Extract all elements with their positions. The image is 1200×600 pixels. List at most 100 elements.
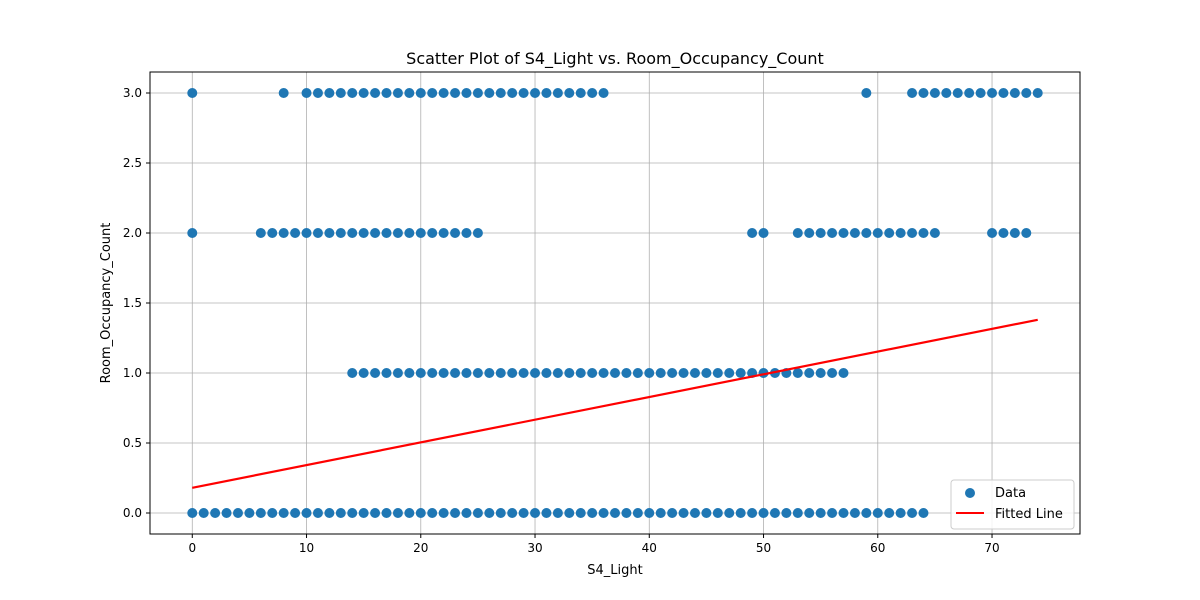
data-point — [564, 88, 575, 98]
data-point — [689, 508, 700, 518]
data-point — [358, 508, 369, 518]
data-point — [941, 88, 952, 98]
data-point — [427, 88, 438, 98]
data-point — [450, 88, 461, 98]
data-point — [815, 228, 826, 238]
y-tick-label: 1.0 — [123, 366, 142, 380]
data-point — [381, 508, 392, 518]
x-tick-label: 10 — [299, 541, 314, 555]
data-point — [461, 228, 472, 238]
data-point — [781, 508, 792, 518]
data-point — [792, 508, 803, 518]
data-point — [278, 228, 289, 238]
data-point — [678, 368, 689, 378]
data-point — [644, 508, 655, 518]
data-point — [187, 88, 198, 98]
data-point — [210, 508, 221, 518]
data-point — [221, 508, 232, 518]
data-point — [769, 508, 780, 518]
data-point — [267, 508, 278, 518]
data-point — [621, 508, 632, 518]
data-point — [610, 368, 620, 378]
data-point — [404, 368, 415, 378]
data-point — [347, 88, 358, 98]
data-point — [255, 508, 266, 518]
data-point — [461, 508, 472, 518]
data-point — [587, 368, 598, 378]
data-point — [907, 88, 918, 98]
data-point — [1009, 228, 1020, 238]
data-point — [541, 88, 552, 98]
data-point — [964, 88, 975, 98]
data-point — [438, 368, 449, 378]
data-point — [552, 88, 563, 98]
data-point — [530, 508, 541, 518]
data-point — [381, 228, 392, 238]
data-point — [838, 508, 849, 518]
data-point — [427, 508, 438, 518]
data-point — [712, 368, 723, 378]
data-point — [987, 88, 998, 98]
data-point — [884, 228, 895, 238]
data-point — [495, 88, 506, 98]
data-point — [278, 508, 289, 518]
x-tick-label: 40 — [642, 541, 657, 555]
y-axis-ticks: 0.0 0.5 1.0 1.5 2.0 2.5 3.0 — [123, 86, 150, 520]
data-point — [450, 228, 461, 238]
x-tick-label: 50 — [756, 541, 771, 555]
data-point — [370, 228, 381, 238]
data-point — [827, 508, 838, 518]
x-tick-label: 30 — [527, 541, 542, 555]
data-point — [610, 508, 620, 518]
data-point — [255, 228, 266, 238]
data-point — [575, 88, 586, 98]
data-point — [655, 368, 666, 378]
data-point — [461, 368, 472, 378]
data-point — [358, 228, 369, 238]
data-point — [792, 228, 803, 238]
data-point — [312, 88, 323, 98]
data-point — [838, 228, 849, 238]
data-point — [735, 368, 746, 378]
data-point — [358, 368, 369, 378]
data-point — [347, 508, 358, 518]
x-tick-label: 70 — [984, 541, 999, 555]
grid — [150, 72, 1080, 534]
data-point — [929, 228, 940, 238]
legend-data-label: Data — [995, 486, 1026, 501]
data-point — [895, 508, 906, 518]
x-axis-ticks: 0 10 20 30 40 50 60 70 — [188, 534, 1000, 555]
data-point — [747, 508, 758, 518]
data-point — [884, 508, 895, 518]
data-point — [644, 368, 655, 378]
data-point — [244, 508, 255, 518]
data-point — [804, 228, 815, 238]
data-point — [758, 228, 769, 238]
legend-fit-label: Fitted Line — [995, 507, 1063, 522]
data-point — [701, 508, 712, 518]
data-point — [370, 508, 381, 518]
data-point — [541, 508, 552, 518]
data-point — [438, 88, 449, 98]
data-point — [415, 368, 426, 378]
data-point — [918, 228, 929, 238]
data-point — [415, 88, 426, 98]
data-point — [358, 88, 369, 98]
data-point — [655, 508, 666, 518]
data-point — [861, 508, 872, 518]
data-point — [632, 508, 643, 518]
data-point — [472, 228, 483, 238]
data-point — [998, 88, 1009, 98]
data-point — [335, 228, 346, 238]
data-point — [1021, 88, 1032, 98]
y-tick-label: 0.5 — [123, 436, 142, 450]
data-point — [564, 508, 575, 518]
data-point — [861, 88, 872, 98]
data-point — [724, 508, 735, 518]
data-point — [678, 508, 689, 518]
data-point — [987, 228, 998, 238]
data-point — [267, 228, 278, 238]
data-point — [518, 368, 529, 378]
data-point — [827, 228, 838, 238]
